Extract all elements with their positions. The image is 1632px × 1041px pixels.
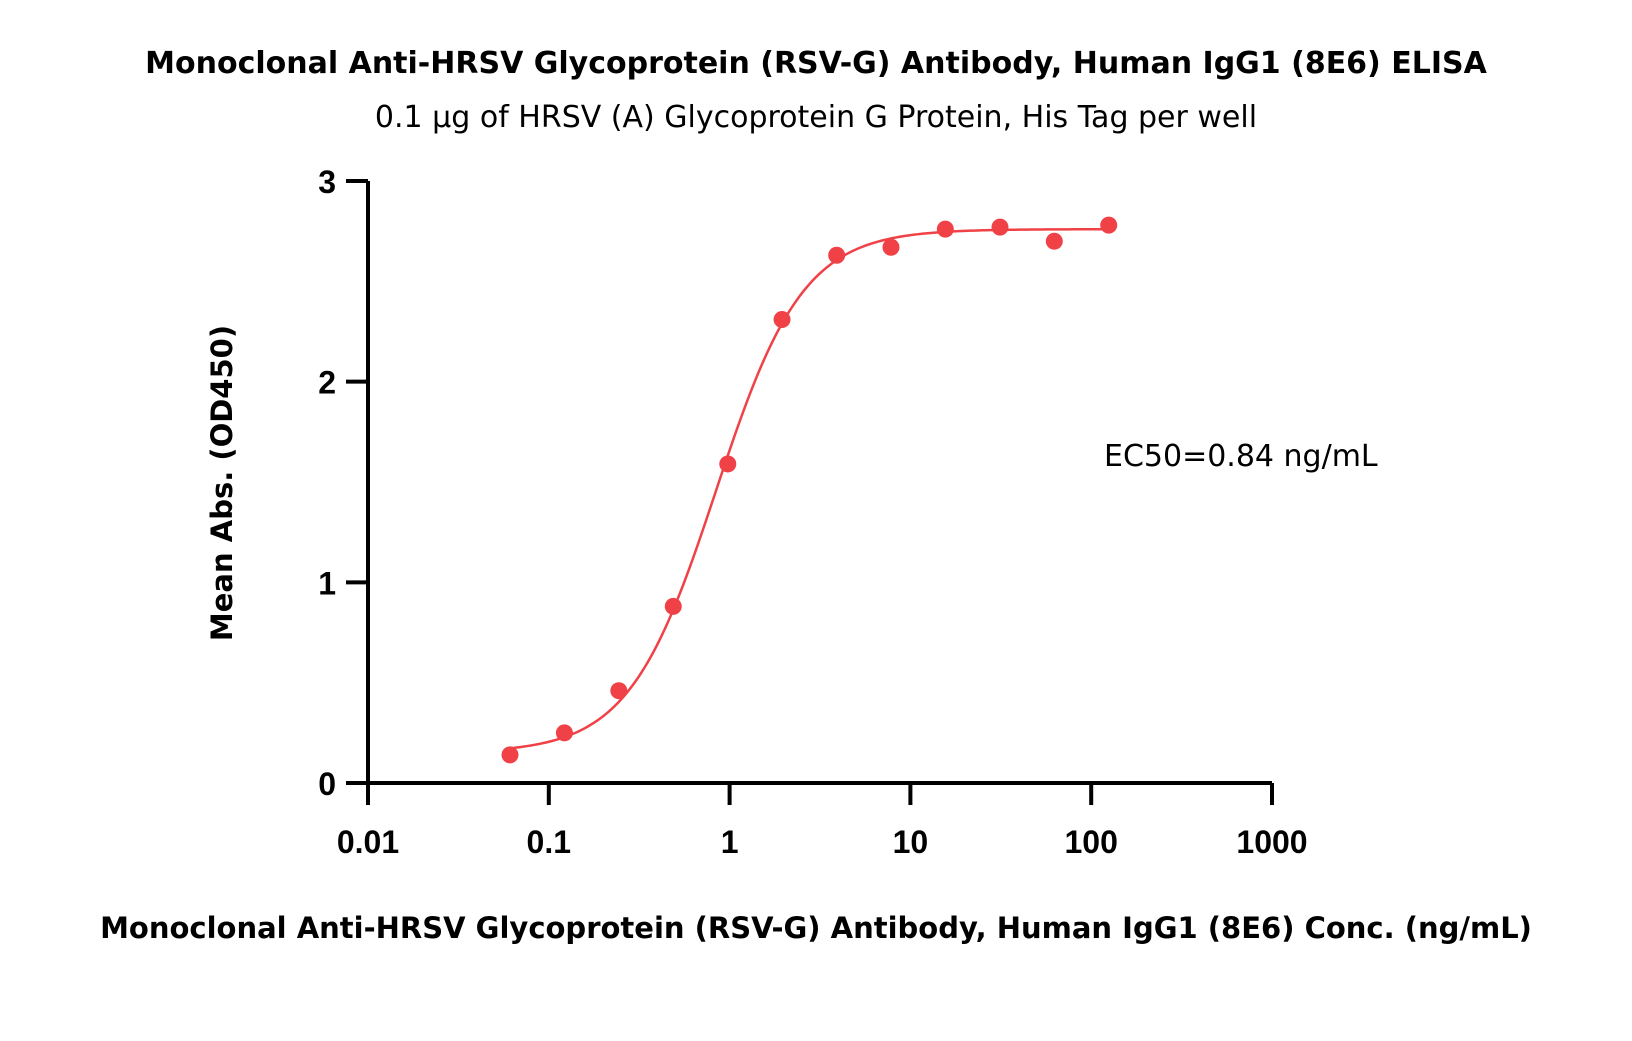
x-tick-label: 1 — [721, 824, 739, 860]
data-point — [1100, 216, 1118, 234]
x-tick-label: 100 — [1065, 824, 1118, 860]
x-tick-label: 0.1 — [527, 824, 571, 860]
x-tick-label: 1000 — [1236, 824, 1307, 860]
y-tick-label: 1 — [318, 565, 336, 601]
y-tick-label: 3 — [318, 164, 336, 200]
x-tick-label: 0.01 — [337, 824, 399, 860]
ticks: 0.01 0.1 1 10 100 1000 0 1 2 3 — [318, 164, 1307, 860]
data-point — [773, 310, 791, 328]
data-point — [882, 238, 900, 256]
y-tick-label: 2 — [318, 365, 336, 401]
data-point — [610, 682, 628, 700]
ec50-annotation: EC50=0.84 ng/mL — [1104, 439, 1378, 474]
y-axis-label: Mean Abs. (OD450) — [205, 325, 239, 641]
data-point — [555, 724, 573, 742]
axes — [366, 181, 1272, 785]
x-tick-label: 10 — [893, 824, 929, 860]
data-point — [828, 246, 846, 264]
data-point — [936, 220, 954, 238]
data-point — [719, 455, 737, 473]
data-point — [501, 746, 519, 764]
y-tick-label: 0 — [318, 766, 336, 802]
chart-title: Monoclonal Anti-HRSV Glycoprotein (RSV-G… — [145, 46, 1487, 81]
x-axis-label: Monoclonal Anti-HRSV Glycoprotein (RSV-G… — [100, 911, 1532, 945]
data-point — [1045, 232, 1063, 250]
fit-curve — [509, 227, 1109, 750]
chart-subtitle: 0.1 μg of HRSV (A) Glycoprotein G Protei… — [374, 100, 1258, 135]
data-points — [501, 216, 1118, 764]
data-point — [991, 218, 1009, 236]
data-point — [664, 597, 682, 615]
